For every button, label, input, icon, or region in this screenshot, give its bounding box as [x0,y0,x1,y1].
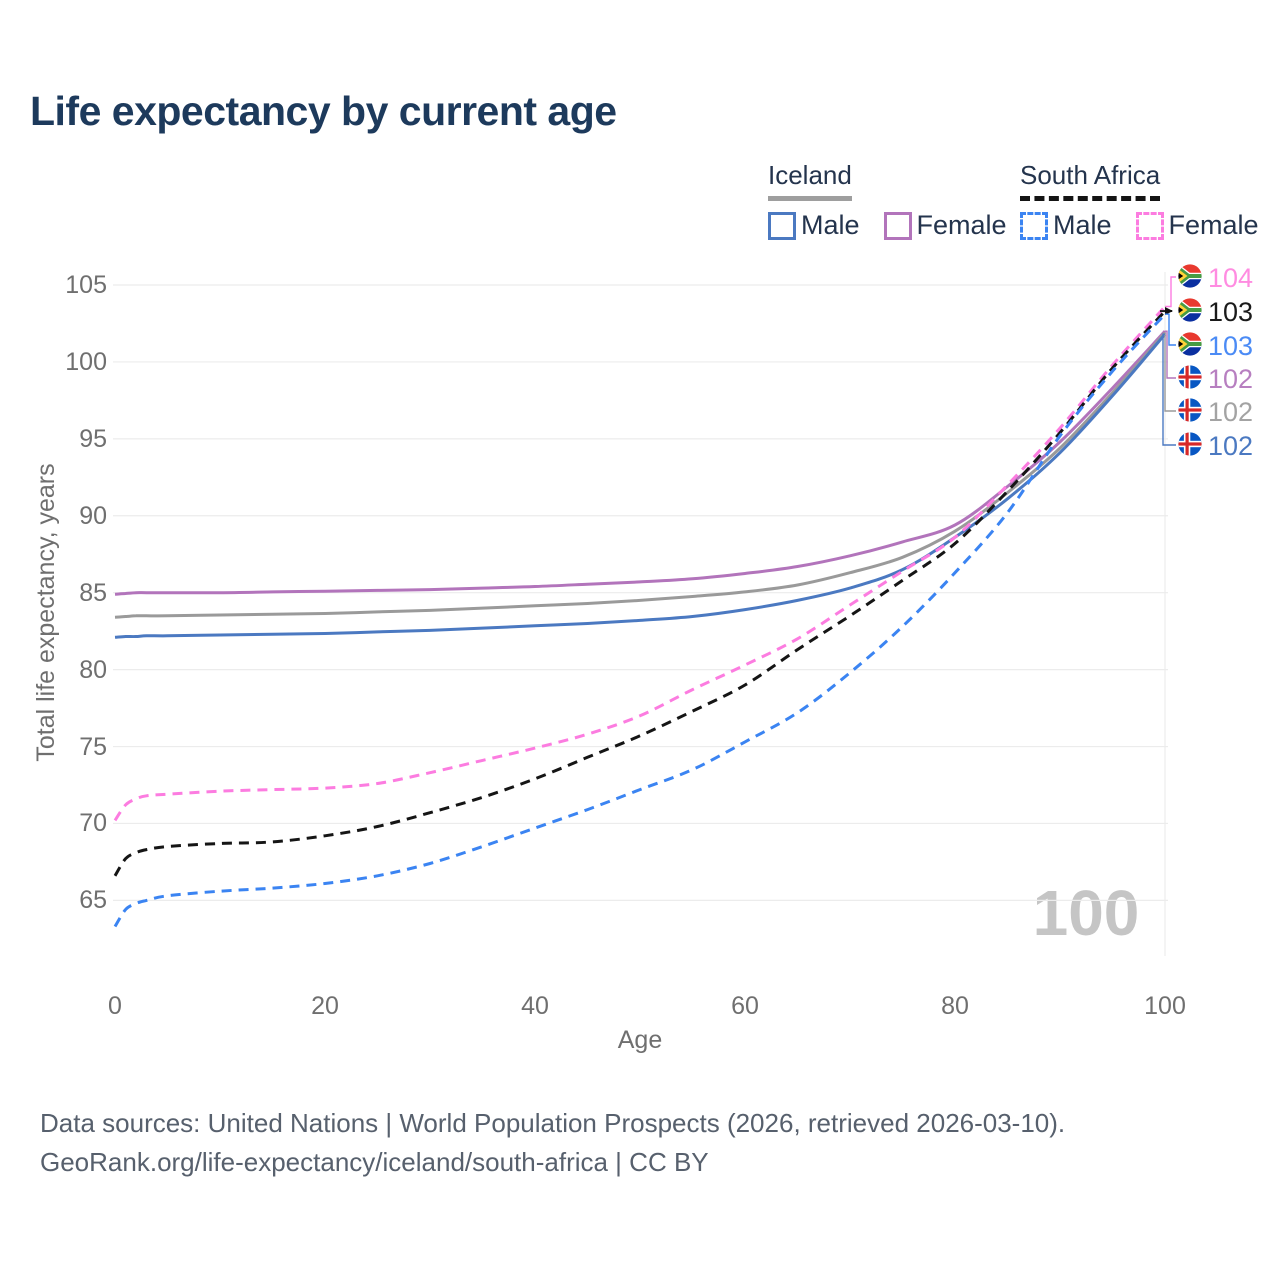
black-arrow-icon [1165,307,1173,315]
iceland-flag-icon [1178,398,1202,427]
legend-item-south-africa-female[interactable]: Female [1135,210,1259,241]
x-tick-label-60: 60 [731,992,759,1020]
end-label-south-africa-both-sexes: 103 [1178,298,1253,327]
legend-item-iceland-female[interactable]: Female [883,210,1007,241]
x-tick-label-40: 40 [521,992,549,1020]
legend-label-iceland-female: Female [916,210,1007,240]
leader-line-4 [1164,332,1176,412]
south-africa-flag-icon [1178,298,1202,327]
south-africa-flag-icon [1178,264,1202,293]
leader-line-0 [1165,276,1176,308]
x-tick-label-80: 80 [941,992,969,1020]
end-label-value: 103 [1208,297,1254,327]
legend-label-iceland-male: Male [801,210,860,240]
footer-attribution: GeoRank.org/life-expectancy/iceland/sout… [40,1147,709,1177]
y-tick-label-85: 85 [79,578,107,607]
end-label-value: 102 [1208,364,1254,394]
legend-label-south-africa-female: Female [1168,210,1259,240]
y-tick-label-70: 70 [79,809,107,838]
series-line-south-africa-male[interactable] [113,313,1167,928]
y-tick-label-95: 95 [79,424,107,453]
legend-label-south-africa-male: Male [1053,210,1112,240]
iceland-female-swatch-icon [883,211,912,240]
x-tick-label-0: 0 [108,992,122,1020]
end-label-value: 102 [1208,397,1254,427]
end-label-iceland-female: 102 [1178,365,1253,394]
south-africa-female-swatch-icon [1135,211,1164,240]
series-line-south-africa-both-sexes[interactable] [113,310,1167,877]
end-label-value: 103 [1208,331,1254,361]
series-line-iceland-female[interactable] [114,330,1167,596]
leader-line-2 [1165,313,1176,346]
x-axis-title: Age [617,1026,663,1054]
x-tick-label-100: 100 [1144,992,1186,1020]
iceland-flag-icon [1178,365,1202,394]
legend-item-south-africa-male[interactable]: Male [1020,210,1112,241]
age-watermark: 100 [1032,877,1140,949]
south-africa-male-swatch-icon [1020,211,1048,240]
series-line-iceland-both-sexes[interactable] [114,331,1167,619]
y-tick-label-105: 105 [65,271,107,299]
south-africa-flag-icon [1178,332,1202,361]
x-tick-label-20: 20 [311,992,339,1020]
legend-group-south-africa: South Africa Male Female [1020,160,1259,241]
end-label-south-africa-male: 103 [1178,332,1253,361]
iceland-male-swatch-icon [768,211,796,240]
iceland-flag-icon [1178,432,1202,461]
leader-line-5 [1162,333,1176,446]
legend-item-iceland-male[interactable]: Male [768,210,860,241]
y-tick-label-75: 75 [79,732,107,761]
y-tick-label-80: 80 [79,655,107,684]
y-tick-label-100: 100 [65,347,107,376]
page-title: Life expectancy by current age [30,88,617,134]
end-label-south-africa-female: 104 [1178,264,1253,293]
legend-group-iceland: Iceland Male Female [768,160,1007,241]
footer-sources: Data sources: United Nations | World Pop… [40,1108,1066,1138]
y-tick-label-90: 90 [79,501,107,530]
legend-country-iceland: Iceland [768,160,852,201]
series-line-south-africa-female[interactable] [113,305,1167,822]
legend-country-south-africa: South Africa [1020,160,1161,201]
end-label-value: 102 [1208,431,1254,461]
end-label-value: 104 [1208,263,1254,293]
leader-line-3 [1165,330,1176,379]
y-axis-title: Total life expectancy, years [32,463,60,762]
end-label-iceland-both-sexes: 102 [1178,398,1253,427]
y-tick-label-65: 65 [79,886,107,915]
footer: Data sources: United Nations | World Pop… [40,1104,1065,1182]
end-label-iceland-male: 102 [1178,432,1253,461]
